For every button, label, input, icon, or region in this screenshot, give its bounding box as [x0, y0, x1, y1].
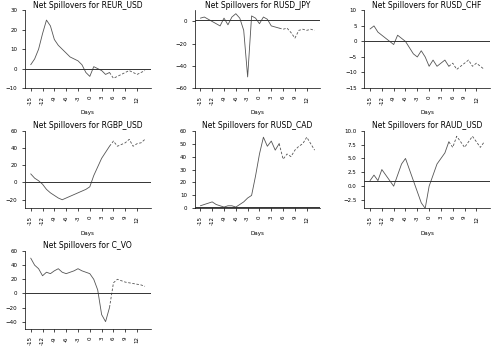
Title: Net Spillovers for RUSD_JPY: Net Spillovers for RUSD_JPY [205, 1, 310, 10]
X-axis label: Days: Days [81, 230, 95, 236]
X-axis label: Days: Days [420, 230, 434, 236]
X-axis label: Days: Days [250, 110, 264, 115]
X-axis label: Days: Days [420, 110, 434, 115]
X-axis label: Days: Days [250, 230, 264, 236]
Title: Net Spillovers for RUSD_CHF: Net Spillovers for RUSD_CHF [372, 1, 482, 10]
Title: Net Spillovers for C_VO: Net Spillovers for C_VO [44, 241, 132, 250]
X-axis label: Days: Days [81, 110, 95, 115]
Title: Net Spillovers for REUR_USD: Net Spillovers for REUR_USD [33, 1, 142, 10]
Title: Net Spillovers for RGBP_USD: Net Spillovers for RGBP_USD [33, 121, 142, 130]
Title: Net Spillovers for RAUD_USD: Net Spillovers for RAUD_USD [372, 121, 482, 130]
Title: Net Spillovers for RUSD_CAD: Net Spillovers for RUSD_CAD [202, 121, 312, 130]
